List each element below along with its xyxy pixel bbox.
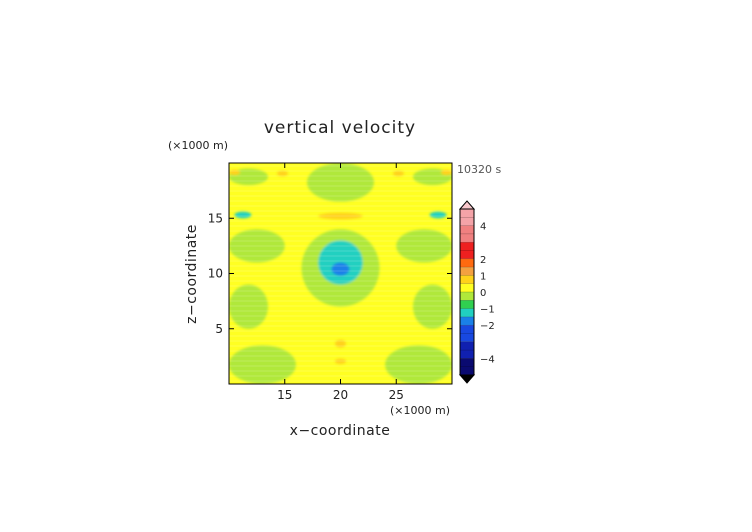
colorbar-band xyxy=(460,308,474,317)
x-axis-unit: (×1000 m) xyxy=(390,404,450,417)
colorbar-tick-label: 2 xyxy=(480,255,486,266)
colorbar-band xyxy=(460,258,474,268)
colorbar-tick-label: 0 xyxy=(480,288,486,299)
colorbar-band xyxy=(460,300,474,309)
y-axis-label: z−coordinate xyxy=(184,224,200,324)
colorbar-under-arrow xyxy=(458,374,476,384)
colorbar-band xyxy=(460,267,474,276)
field-region-warm-spot-top-mid-right xyxy=(392,170,405,177)
colorbar-tick-label: 4 xyxy=(480,222,486,233)
colorbar: 4 2 1 0 −1 −2 −4 xyxy=(458,200,495,384)
field-region-edge-spot-right xyxy=(429,211,447,219)
colorbar-tick-label: −1 xyxy=(480,305,495,316)
x-tick-label: 20 xyxy=(333,388,348,402)
colorbar-tick-label: −2 xyxy=(480,321,495,332)
field-region-right-lobe-low xyxy=(412,284,452,329)
y-tick-label: 10 xyxy=(208,267,223,281)
x-axis-label: x−coordinate xyxy=(290,423,391,439)
x-tick-label: 15 xyxy=(277,388,292,402)
y-tick-label: 5 xyxy=(215,322,223,336)
colorbar-over-arrow xyxy=(458,200,476,210)
velocity-field xyxy=(229,163,452,384)
field-region-left-bottom xyxy=(229,345,296,384)
x-axis-ticks: 15 20 25 xyxy=(277,163,404,402)
colorbar-band xyxy=(460,209,474,226)
chart-title: vertical velocity xyxy=(264,118,416,138)
field-region-warm-spot-low xyxy=(334,339,347,348)
colorbar-band xyxy=(460,275,474,284)
field-region-warm-bar-upper xyxy=(318,212,363,220)
field-shading-lines xyxy=(229,165,452,382)
colorbar-tick-label: −4 xyxy=(480,354,495,365)
colorbar-band xyxy=(460,225,474,243)
y-axis-unit: (×1000 m) xyxy=(168,139,228,152)
x-tick-label: 25 xyxy=(389,388,404,402)
field-region-warm-spot-top-right xyxy=(440,169,452,176)
field-region-warm-spot-bottom xyxy=(334,358,347,365)
field-region-left-lobe-low xyxy=(229,284,269,329)
field-region-warm-spot-top-left xyxy=(229,169,241,176)
time-label: 10320 s xyxy=(457,163,501,176)
y-tick-label: 15 xyxy=(208,211,223,225)
colorbar-band xyxy=(460,325,474,342)
colorbar-band xyxy=(460,242,474,259)
colorbar-band xyxy=(460,341,474,359)
y-axis-ticks: 5 10 15 xyxy=(208,211,452,336)
field-region-right-lobe-mid xyxy=(396,229,452,263)
colorbar-band xyxy=(460,316,474,326)
field-region-right-bottom xyxy=(385,345,452,384)
colorbar-tick-label: 1 xyxy=(480,271,486,282)
field-region-central-minimum xyxy=(331,262,350,276)
field-region-warm-spot-top-mid xyxy=(276,170,289,177)
colorbar-band xyxy=(460,292,474,301)
colorbar-band xyxy=(460,283,474,292)
field-region-edge-spot-left xyxy=(234,211,252,219)
field-region-top-center-column xyxy=(307,163,374,202)
field-region-left-lobe-mid xyxy=(229,229,285,263)
colorbar-band xyxy=(460,358,474,375)
